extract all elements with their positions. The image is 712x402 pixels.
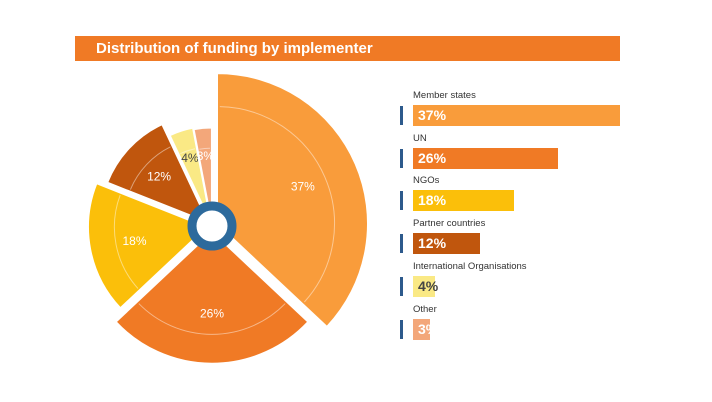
pie-slice-international-organisations: 4% (169, 127, 211, 221)
legend-label: NGOs (413, 175, 440, 187)
pie-slice-shape (88, 183, 208, 309)
legend-value: 18% (418, 192, 447, 209)
pie-value-label: 37% (291, 180, 315, 194)
legend-bar: 37% (413, 105, 620, 126)
pie-slice-member-states: 37% (217, 73, 368, 328)
chart-title: Distribution of funding by implementer (96, 40, 373, 57)
pie-value-label: 3% (197, 149, 215, 163)
pie-slice-shape (217, 73, 368, 328)
legend-row: International Organisations 4% (400, 261, 630, 304)
legend-value: 4% (418, 277, 439, 294)
pie-value-label: 26% (200, 306, 224, 320)
pie-value-label: 12% (147, 169, 171, 183)
legend-bar: 18% (413, 190, 514, 212)
pie-guide-arc (138, 303, 286, 335)
legend-value: 37% (418, 107, 447, 123)
pie-slice-shape (193, 127, 212, 221)
legend-label: Other (413, 303, 437, 315)
pie-value-label: 18% (122, 234, 146, 248)
legend-value: 3% (418, 320, 439, 337)
pie-guide-arc (199, 147, 211, 150)
pie-slice-shape (107, 124, 209, 223)
legend-bar: 3% (413, 318, 438, 340)
chart-title-bar: Distribution of funding by implementer (75, 36, 620, 61)
legend-row: NGOs 18% (400, 175, 630, 218)
pie-guide-arc (180, 148, 196, 155)
pie-slice-other: 3% (193, 127, 215, 221)
pie-guide-arc (113, 194, 139, 289)
legend-label: Partner countries (413, 218, 486, 230)
legend-label: International Organisations (413, 260, 527, 272)
legend-row: UN 26% (400, 133, 630, 176)
legend-marker (400, 319, 403, 339)
legend-label: UN (413, 132, 427, 144)
pie-slice-partner-countries: 12% (107, 124, 209, 223)
pie-slice-shape (169, 127, 211, 221)
legend-bar: 4% (413, 275, 439, 297)
legend-marker (400, 191, 403, 211)
legend-marker (400, 276, 403, 296)
legend-marker (400, 234, 403, 254)
legend-marker (400, 106, 403, 125)
legend-marker (400, 148, 403, 168)
legend-value: 12% (418, 235, 447, 252)
legend-bar: 26% (413, 147, 559, 169)
legend-row: Partner countries 12% (400, 218, 630, 261)
center-ring (187, 201, 237, 251)
legend-row: Other 3% (400, 304, 630, 347)
legend-bar: 12% (413, 233, 481, 255)
legend-row: Member states 37% (400, 90, 630, 133)
pie-guide-arc (219, 106, 335, 303)
legend-label: Member states (413, 90, 476, 101)
pie-slice-shape (115, 231, 309, 364)
pie-slice-ngos: 18% (88, 183, 208, 309)
legend-value: 26% (418, 149, 447, 166)
pie-value-label: 4% (181, 151, 199, 165)
pie-guide-arc (129, 146, 171, 190)
pie-slice-un: 26% (115, 231, 309, 364)
